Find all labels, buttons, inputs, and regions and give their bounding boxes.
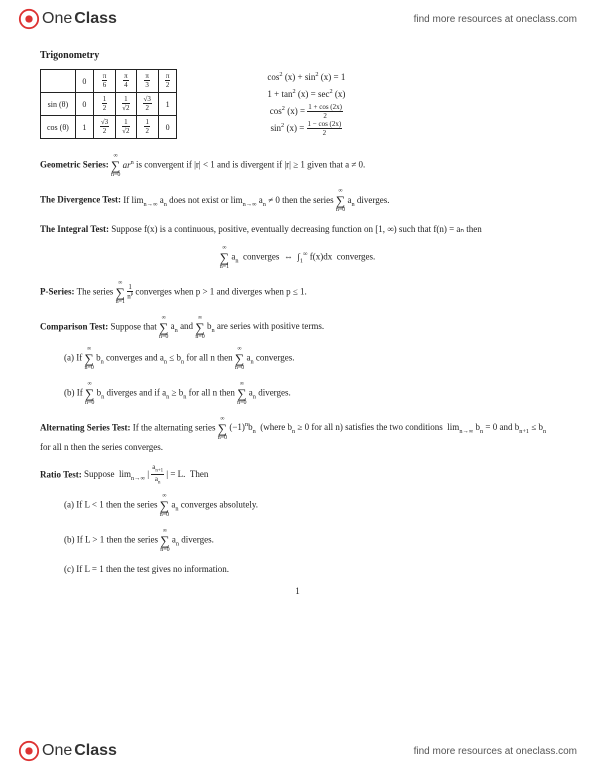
- table-cell: √32: [136, 93, 158, 116]
- table-cell: 0: [75, 70, 93, 93]
- table-cell: 1√2: [116, 116, 136, 139]
- table-cell: 1: [158, 93, 177, 116]
- identity-line: cos2 (x) + sin2 (x) = 1: [267, 69, 345, 86]
- table-cell: 0: [158, 116, 177, 139]
- brand-text-class: Class: [74, 10, 117, 28]
- brand-text-one: One: [42, 742, 72, 760]
- trig-identities: cos2 (x) + sin2 (x) = 1 1 + tan2 (x) = s…: [267, 69, 345, 137]
- top-row: 0 π6 π4 π3 π2 sin (θ) 0 12 1√2 √32 1 cos…: [40, 69, 555, 139]
- label: Comparison Test:: [40, 321, 108, 331]
- sigma-icon: ∞∑n=0: [111, 153, 120, 178]
- text: Suppose limn→∞ | an+1an | = L. Then: [84, 469, 208, 479]
- text: converges when p > 1 and diverges when p…: [135, 286, 306, 296]
- table-cell: [41, 70, 76, 93]
- label: Alternating Series Test:: [40, 422, 131, 432]
- logo-icon: [18, 740, 40, 762]
- table-cell: 12: [93, 93, 115, 116]
- sub-list: (a) If L < 1 then the series ∞∑n=0 an co…: [64, 493, 555, 577]
- table-row: 0 π6 π4 π3 π2: [41, 70, 177, 93]
- label: P-Series:: [40, 286, 74, 296]
- divergence-test: The Divergence Test: If limn→∞ an does n…: [40, 188, 555, 213]
- label: The Divergence Test:: [40, 195, 121, 205]
- table-cell: π4: [116, 70, 136, 93]
- logo: OneClass: [18, 740, 117, 762]
- table-cell: π6: [93, 70, 115, 93]
- header-bar: OneClass find more resources at oneclass…: [0, 0, 595, 38]
- table-cell: √32: [93, 116, 115, 139]
- trig-table: 0 π6 π4 π3 π2 sin (θ) 0 12 1√2 √32 1 cos…: [40, 69, 177, 139]
- table-row: sin (θ) 0 12 1√2 √32 1: [41, 93, 177, 116]
- page-number: 1: [40, 586, 555, 596]
- header-tagline: find more resources at oneclass.com: [414, 14, 577, 25]
- text: If the alternating series: [133, 422, 218, 432]
- table-cell: cos (θ): [41, 116, 76, 139]
- logo: OneClass: [18, 8, 117, 30]
- label: Ratio Test:: [40, 469, 82, 479]
- text: Suppose that: [111, 321, 160, 331]
- brand-text-class: Class: [74, 742, 117, 760]
- alternating-test: Alternating Series Test: If the alternat…: [40, 416, 555, 455]
- sigma-icon: ∞∑n=0: [218, 416, 227, 441]
- logo-icon: [18, 8, 40, 30]
- table-cell: π2: [158, 70, 177, 93]
- table-cell: 1√2: [116, 93, 136, 116]
- display-eq: ∞∑n=1 an converges ⇔ ∫1∞ f(x)dx converge…: [40, 245, 555, 270]
- table-cell: sin (θ): [41, 93, 76, 116]
- footer-bar: OneClass find more resources at oneclass…: [0, 732, 595, 770]
- identity-line: sin2 (x) = 1 − cos (2x)2: [267, 120, 345, 137]
- brand-text-one: One: [42, 10, 72, 28]
- table-row: cos (θ) 1 √32 1√2 12 0: [41, 116, 177, 139]
- comparison-test: Comparison Test: Suppose that ∞∑n=0 an a…: [40, 315, 555, 406]
- table-cell: 1: [75, 116, 93, 139]
- list-item: (a) If L < 1 then the series ∞∑n=0 an co…: [64, 493, 555, 518]
- table-cell: 12: [136, 116, 158, 139]
- list-item: (a) If ∞∑n=0 bn converges and an ≤ bn fo…: [64, 346, 555, 371]
- text: is convergent if |r| < 1 and is divergen…: [136, 160, 365, 170]
- list-item: (b) If L > 1 then the series ∞∑n=0 an di…: [64, 528, 555, 553]
- label: The Integral Test:: [40, 224, 109, 234]
- sigma-icon: ∞∑n=0: [195, 315, 204, 340]
- p-series: P-Series: The series ∞∑n=1 1np converges…: [40, 280, 555, 305]
- identity-line: 1 + tan2 (x) = sec2 (x): [267, 86, 345, 103]
- sub-list: (a) If ∞∑n=0 bn converges and an ≤ bn fo…: [64, 346, 555, 406]
- ratio-test: Ratio Test: Suppose limn→∞ | an+1an | = …: [40, 464, 555, 576]
- sigma-icon: ∞∑n=0: [336, 188, 345, 213]
- sigma-icon: ∞∑n=1: [116, 280, 125, 305]
- section-title: Trigonometry: [40, 50, 555, 61]
- text: The series: [77, 286, 116, 296]
- list-item: (b) If ∞∑n=0 bn diverges and if an ≥ bn …: [64, 381, 555, 406]
- text: an diverges.: [348, 195, 390, 205]
- integral-test: The Integral Test: Suppose f(x) is a con…: [40, 223, 555, 270]
- label: Geometric Series:: [40, 160, 109, 170]
- identity-line: cos2 (x) = 1 + cos (2x)2: [267, 103, 345, 120]
- table-cell: π3: [136, 70, 158, 93]
- fraction: 1np: [127, 284, 133, 300]
- text: arn: [123, 160, 134, 170]
- text: If limn→∞ an does not exist or limn→∞ an…: [123, 195, 336, 205]
- sigma-icon: ∞∑n=0: [159, 315, 168, 340]
- text: bn are series with positive terms.: [207, 321, 324, 331]
- table-cell: 0: [75, 93, 93, 116]
- footer-tagline: find more resources at oneclass.com: [414, 746, 577, 757]
- geometric-series: Geometric Series: ∞∑n=0 arn is convergen…: [40, 153, 555, 178]
- text: an and: [171, 321, 196, 331]
- text: Suppose f(x) is a continuous, positive, …: [111, 224, 482, 234]
- list-item: (c) If L = 1 then the test gives no info…: [64, 563, 555, 577]
- page-content: Trigonometry 0 π6 π4 π3 π2 sin (θ) 0 12 …: [0, 0, 595, 636]
